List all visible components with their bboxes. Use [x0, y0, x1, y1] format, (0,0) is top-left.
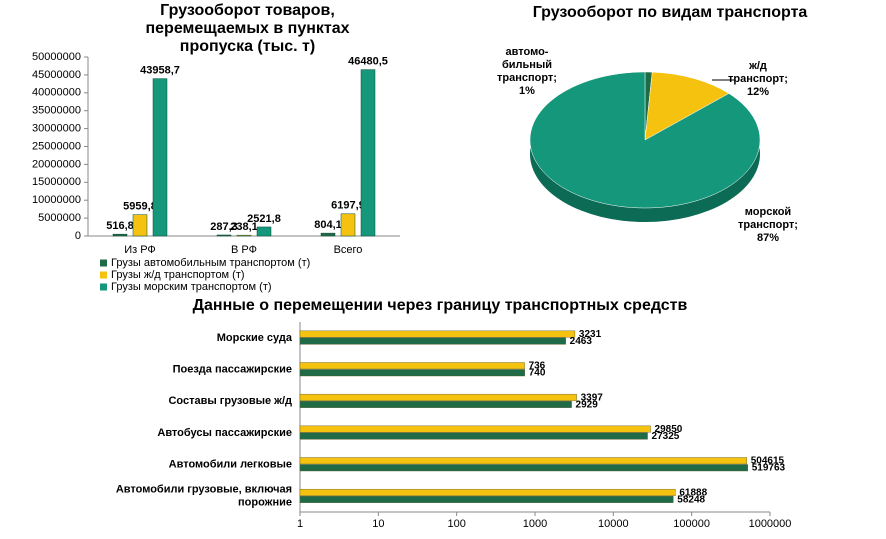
data-label: 58248 — [677, 494, 705, 505]
x-tick-label: 10000 — [598, 518, 629, 530]
data-label: 736 — [529, 361, 546, 372]
x-tick-label: 100000 — [673, 518, 710, 530]
y-tick-label: 10000000 — [32, 194, 81, 206]
slice-label: ж/д транспорт; — [728, 60, 788, 85]
bar — [299, 425, 651, 433]
y-tick-label: Автобусы пассажирские — [157, 427, 292, 439]
data-label: 504615 — [751, 456, 785, 467]
bar — [152, 78, 168, 237]
bar — [299, 369, 525, 377]
bar — [299, 393, 577, 401]
data-label: 740 — [529, 368, 546, 379]
x-tick-label: Всего — [334, 244, 363, 256]
chart-title: Данные о перемещении через границу транс… — [192, 297, 688, 314]
slice-value: 87% — [757, 232, 779, 244]
bar — [320, 232, 336, 237]
data-label: 46480,5 — [348, 56, 388, 68]
data-label: 27325 — [652, 431, 680, 442]
bar — [132, 214, 148, 237]
data-label: 5959,8 — [123, 201, 157, 213]
bar — [256, 226, 272, 237]
legend-swatch — [100, 271, 107, 279]
y-tick-label: 40000000 — [32, 87, 81, 99]
y-tick-label: 25000000 — [32, 140, 81, 152]
bar — [360, 69, 376, 237]
data-label: 3397 — [581, 392, 604, 403]
bar — [340, 213, 356, 237]
pie-slice — [529, 71, 761, 209]
bar — [299, 400, 572, 408]
x-tick-label: 100 — [447, 518, 465, 530]
bar — [112, 233, 128, 237]
slice-value: 1% — [519, 85, 535, 97]
data-label: 29850 — [655, 424, 683, 435]
bar — [299, 457, 747, 465]
bar — [299, 495, 674, 503]
legend-label: Грузы ж/д транспортом (т) — [111, 269, 245, 281]
y-tick-label: Автомобили грузовые, включая порожние — [116, 484, 292, 509]
y-tick-label: 20000000 — [32, 158, 81, 170]
bar — [236, 234, 252, 237]
data-label: 804,1 — [314, 219, 342, 231]
y-tick-label: Составы грузовые ж/д — [168, 395, 292, 407]
chart-title: Грузооборот по видам транспорта — [532, 4, 808, 21]
legend-swatch — [100, 259, 107, 267]
y-tick-label: Поезда пассажирские — [173, 363, 292, 375]
bar — [299, 330, 576, 338]
legend-swatch — [100, 283, 107, 291]
data-label: 287,3 — [210, 221, 238, 233]
y-tick-label: 50000000 — [32, 51, 81, 63]
pie-slice — [644, 71, 730, 141]
bar — [299, 337, 566, 345]
bar — [299, 464, 748, 472]
data-label: 519763 — [752, 463, 786, 474]
y-tick-label: 45000000 — [32, 69, 81, 81]
slice-value: 12% — [747, 86, 769, 98]
y-tick-label: Морские суда — [217, 332, 293, 344]
data-label: 238,1 — [230, 221, 258, 233]
data-label: 516,8 — [106, 220, 134, 232]
x-tick-label: 1 — [297, 518, 303, 530]
bar — [299, 432, 648, 440]
data-label: 6197,9 — [331, 200, 365, 212]
slice-label: автомо-бильный транспорт; — [497, 46, 557, 84]
data-label: 2521,8 — [247, 213, 281, 225]
data-label: 2463 — [570, 336, 593, 347]
y-tick-label: 0 — [75, 230, 81, 242]
data-label: 43958,7 — [140, 65, 180, 77]
x-tick-label: Из РФ — [124, 244, 156, 256]
data-label: 61888 — [679, 487, 707, 498]
y-tick-label: 5000000 — [38, 212, 81, 224]
y-tick-label: 35000000 — [32, 105, 81, 117]
x-tick-label: В РФ — [231, 244, 257, 256]
data-label: 3231 — [579, 329, 602, 340]
y-tick-label: Автомобили легковые — [169, 458, 292, 470]
data-label: 2929 — [576, 399, 599, 410]
bar — [299, 362, 525, 370]
x-tick-label: 10 — [372, 518, 384, 530]
y-tick-label: 30000000 — [32, 123, 81, 135]
legend-label: Грузы морским транспортом (т) — [111, 281, 272, 293]
x-tick-label: 1000 — [523, 518, 547, 530]
y-tick-label: 15000000 — [32, 176, 81, 188]
bar — [216, 234, 232, 237]
legend-label: Грузы автомобильным транспортом (т) — [111, 257, 310, 269]
chart-title: Грузооборот товаров, перемещаемых в пунк… — [145, 2, 350, 55]
slice-label: морской транспорт; — [738, 206, 798, 231]
x-tick-label: 1000000 — [749, 518, 792, 530]
bar — [299, 488, 676, 496]
